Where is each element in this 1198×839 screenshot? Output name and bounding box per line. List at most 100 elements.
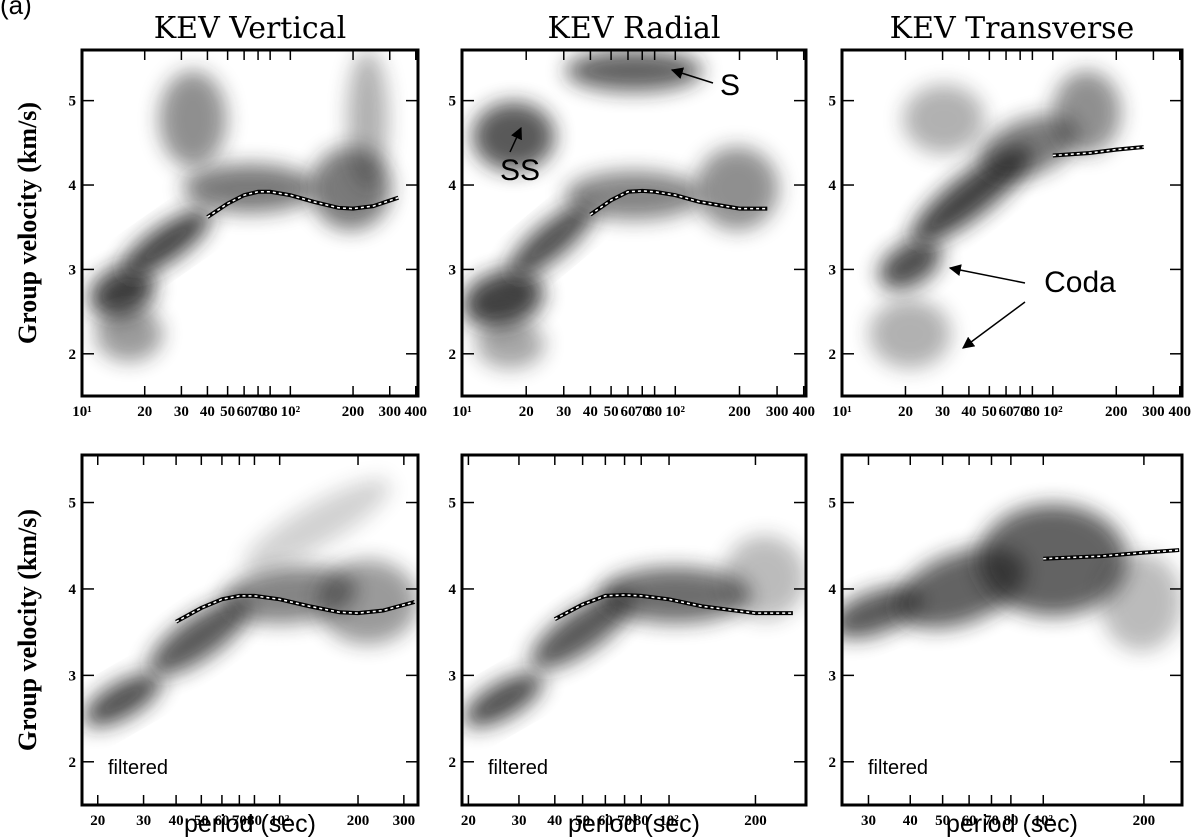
density-cloud [507,202,596,279]
density-cloud [243,479,391,571]
x-tick-label: 20 [461,813,476,829]
x-tick-label: 200 [347,813,370,829]
x-tick-label: 40 [169,813,184,829]
x-tick-label: 70 [984,813,999,829]
annotation-arrow [948,264,1026,284]
x-tick-label: 400 [405,404,428,420]
annotation: SS [500,154,540,187]
x-tick-label: 60 [962,813,977,829]
x-tick-label: 300 [393,813,416,829]
y-tick-label: 5 [449,496,457,512]
x-tick-label: 10² [666,404,686,420]
density-cloud [159,70,227,168]
y-tick-label: 3 [69,668,77,684]
dispersion-curve-dash [175,595,415,623]
x-tick-label: 80 [634,813,649,829]
x-tick-label: 50 [194,813,209,829]
x-tick-label: 60 [598,813,613,829]
x-tick-label: 20 [519,404,534,420]
frame [460,48,808,398]
x-tick-label: 20 [90,813,105,829]
frame [80,48,420,398]
y-tick-label: 2 [69,755,77,771]
x-tick-label: 200 [1133,813,1156,829]
frame [460,453,808,807]
frame [840,453,1184,807]
x-tick-label: 10¹ [452,404,472,420]
x-tick-label: 10² [1043,404,1063,420]
y-tick-label: 3 [449,262,457,278]
x-tick-label: 50 [604,404,619,420]
x-tick-label: 40 [583,404,598,420]
y-tick-label: 4 [449,178,457,194]
density-cloud [903,84,985,154]
y-axis-label: Group velocity (km/s) [13,509,42,751]
y-tick-label: 2 [829,347,837,363]
annotation: Coda [1044,266,1116,299]
x-tick-label: 60 [237,404,252,420]
panel [463,535,806,728]
density-cloud [1100,553,1182,651]
x-tick-label: 30 [556,404,571,420]
x-tick-label: 60 [620,404,635,420]
y-tick-label: 3 [69,262,77,278]
dispersion-curve-dash [1052,146,1144,157]
y-tick-label: 3 [449,668,457,684]
x-tick-label: 70 [635,404,650,420]
x-tick-label: 60 [999,404,1014,420]
x-tick-label: 30 [861,813,876,829]
x-tick-label: 20 [137,404,152,420]
x-tick-label: 30 [136,813,151,829]
panel [842,504,1182,651]
density-cloud [347,50,388,189]
x-tick-label: 80 [1025,404,1040,420]
annotation: filtered [488,757,548,779]
y-tick-label: 3 [829,668,837,684]
density-cloud [95,306,163,362]
x-axis-label: period (sec) [184,810,316,838]
x-tick-label: 400 [1168,404,1191,420]
panel-title: KEV Radial [548,11,721,46]
y-tick-label: 4 [829,178,837,194]
x-tick-label: 40 [903,813,918,829]
y-tick-label: 2 [449,347,457,363]
x-tick-label: 80 [647,404,662,420]
x-tick-label: 80 [1003,813,1018,829]
x-tick-label: 50 [575,813,590,829]
x-tick-label: 50 [220,404,235,420]
density-cloud [148,598,251,676]
y-tick-label: 4 [69,178,77,194]
annotation-arrow [962,301,1026,349]
panel [869,70,1144,369]
x-tick-label: 30 [511,813,526,829]
x-axis-label: period (sec) [568,810,700,838]
density-cloud [120,209,212,278]
x-tick-label: 10¹ [72,404,92,420]
x-axis-label: period (sec) [946,810,1078,838]
density-cloud [463,672,543,728]
x-tick-label: 30 [935,404,950,420]
y-tick-label: 5 [829,94,837,110]
y-tick-label: 2 [449,755,457,771]
y-tick-label: 5 [69,496,77,512]
density-cloud [869,299,951,369]
panel [89,50,399,362]
x-tick-label: 30 [174,404,189,420]
x-tick-label: 10¹ [832,404,852,420]
x-tick-label: 80 [247,813,262,829]
x-tick-label: 50 [982,404,997,420]
y-tick-label: 5 [69,94,77,110]
density-cloud [878,239,942,290]
y-tick-label: 2 [69,347,77,363]
y-tick-label: 3 [829,262,837,278]
x-tick-label: 70 [251,404,266,420]
annotation: filtered [108,757,168,779]
x-tick-label: 60 [214,813,229,829]
frame [840,48,1184,398]
x-tick-label: 50 [935,813,950,829]
y-axis-label: Group velocity (km/s) [13,102,42,344]
frame [80,453,420,807]
annotation: S [720,69,740,102]
dispersion-curve-dash [207,191,399,218]
